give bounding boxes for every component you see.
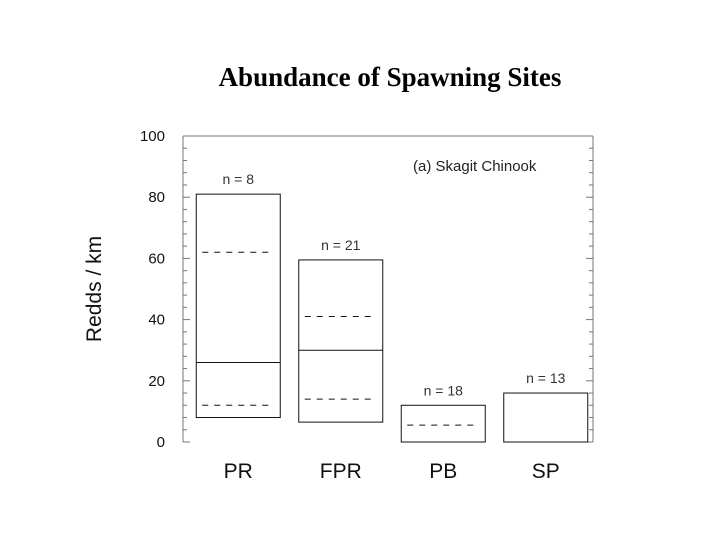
x-tick-label: PB: [429, 460, 457, 483]
box-fpr: [298, 259, 384, 423]
y-tick-label: 60: [148, 250, 165, 267]
axes: [182, 135, 594, 443]
chart-annotation: (a) Skagit Chinook: [413, 158, 537, 175]
sample-size-label: n = 18: [424, 382, 464, 398]
y-tick-label: 40: [148, 312, 165, 329]
sample-size-label: n = 13: [526, 370, 566, 386]
x-tick-label: SP: [532, 460, 560, 483]
chart-labels: 0 20 40 60 80 100 Redds / km (a) Skagit Chinook…: [83, 128, 566, 483]
y-tick-label: 0: [157, 434, 165, 451]
x-tick-label: FPR: [320, 460, 362, 483]
sample-size-label: n = 8: [222, 171, 254, 187]
y-tick-label: 20: [148, 373, 165, 390]
box-pb: [400, 404, 486, 443]
box-sp: [503, 392, 589, 443]
slide-title: Abundance of Spawning Sites: [218, 62, 562, 92]
y-tick-label: 100: [140, 128, 165, 145]
x-tick-label: PR: [224, 460, 253, 483]
sample-size-label: n = 21: [321, 237, 361, 253]
y-axis-title: Redds / km: [83, 236, 106, 342]
box-pr: [195, 193, 281, 419]
chart-marks: [195, 193, 589, 443]
y-tick-label: 80: [148, 189, 165, 206]
